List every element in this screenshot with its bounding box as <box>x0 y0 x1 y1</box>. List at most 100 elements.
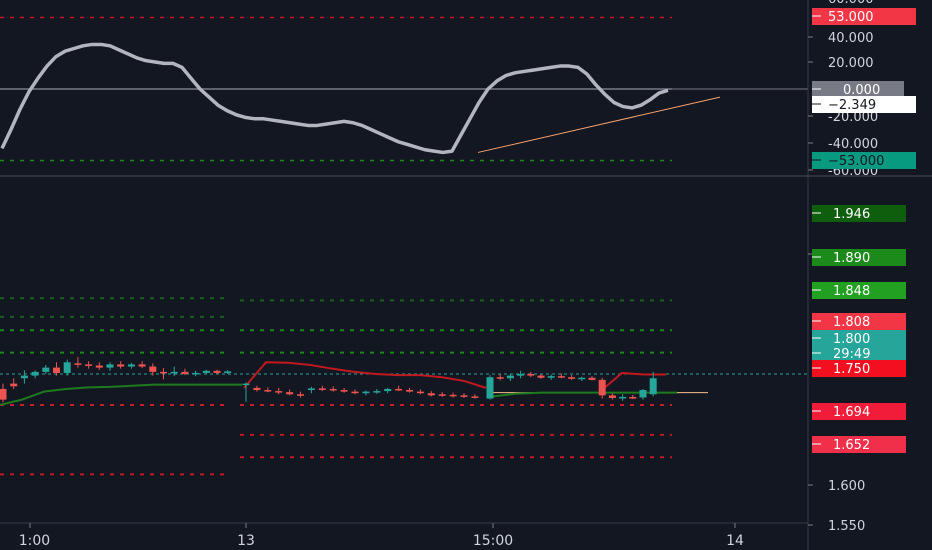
candle-body <box>0 388 7 400</box>
candle-body <box>496 377 504 379</box>
oscillator-axis-label: 60.000 <box>828 0 874 7</box>
candle-body <box>213 370 221 373</box>
price-badge-label: 1.808 <box>833 315 870 330</box>
candle-body <box>608 395 616 399</box>
candle-body <box>329 388 337 391</box>
candle-body <box>138 364 146 367</box>
price-badge-label: 29:49 <box>833 347 870 362</box>
time-axis-label: 13 <box>237 533 255 549</box>
price-badge[interactable] <box>812 96 916 113</box>
candle-body <box>547 376 555 378</box>
price-badge-label: −2.349 <box>828 98 876 113</box>
candle-body <box>149 366 157 372</box>
candle-body <box>578 377 586 380</box>
price-badge[interactable] <box>812 360 906 377</box>
oscillator-axis-label: -20.000 <box>828 110 878 125</box>
oscillator-series-line <box>0 42 669 155</box>
candle-body <box>598 379 606 396</box>
oscillator-axis-label: -40.000 <box>828 137 878 152</box>
green-line-segment <box>0 383 242 406</box>
candle-body <box>427 393 435 396</box>
candle-body <box>297 394 304 396</box>
price-badge[interactable] <box>812 8 916 25</box>
candle-body <box>202 370 210 373</box>
candle-body <box>63 362 71 373</box>
price-axis-label: 1.550 <box>828 519 865 534</box>
price-badge-label: 1.750 <box>833 362 870 377</box>
price-badge-label: −53.000 <box>828 154 884 169</box>
price-badge[interactable] <box>812 313 906 330</box>
candle-body <box>588 377 596 380</box>
price-badge-label: 1.946 <box>833 207 870 222</box>
candle-body <box>170 371 178 374</box>
candle-body <box>117 364 125 367</box>
candle-body <box>537 375 545 378</box>
candle-body <box>649 378 657 395</box>
candle-body <box>373 391 381 393</box>
red-line-segment <box>599 371 666 393</box>
candle-body <box>506 375 514 379</box>
price-badge-label: 1.848 <box>833 284 870 299</box>
price-badge[interactable] <box>812 205 906 222</box>
price-badge-label: 0.000 <box>843 83 880 98</box>
candle-body <box>127 364 135 367</box>
candle-body <box>224 371 232 373</box>
price-badge[interactable] <box>812 436 906 453</box>
candle-body <box>362 391 370 394</box>
oscillator-pane[interactable] <box>0 16 808 162</box>
candle-body <box>384 388 392 392</box>
price-badge-label: 1.890 <box>833 251 870 266</box>
price-badge[interactable] <box>812 152 916 169</box>
time-axis-cover <box>0 528 20 550</box>
candle-body <box>351 391 359 394</box>
time-axis-label: 14 <box>726 533 744 549</box>
candle-body <box>42 367 50 372</box>
candle-body <box>517 374 525 376</box>
price-badge-label: 1.694 <box>833 405 870 420</box>
price-badge-label: 1.652 <box>833 438 870 453</box>
candle-body <box>619 396 627 399</box>
candle-body <box>74 363 82 365</box>
oscillator-trendline[interactable] <box>477 96 721 153</box>
candle-body <box>438 394 446 396</box>
candle-body <box>639 390 647 398</box>
candle-body <box>307 388 315 391</box>
candle-body <box>20 375 28 379</box>
candle-body <box>416 391 424 394</box>
candle-body <box>106 364 114 368</box>
price-badge-label: 53.000 <box>828 10 874 25</box>
candle-body <box>275 391 283 393</box>
price-badge[interactable] <box>812 403 906 420</box>
candle-body <box>242 383 250 386</box>
candle-body <box>406 390 413 392</box>
candle-body <box>181 371 189 375</box>
price-badge[interactable] <box>812 81 904 98</box>
candle-body <box>568 377 576 379</box>
candle-body <box>460 395 468 397</box>
oscillator-axis-label: 20.000 <box>828 56 874 71</box>
time-axis[interactable]: 21:00 13 15:00 14 <box>0 523 744 550</box>
price-pane[interactable] <box>0 297 808 476</box>
candle-body <box>557 376 565 378</box>
price-badge[interactable] <box>812 249 906 266</box>
price-badge[interactable] <box>812 345 906 362</box>
candle-body <box>340 390 348 392</box>
time-axis-label: 15:00 <box>473 533 513 549</box>
price-badge[interactable] <box>812 330 906 347</box>
candle-body <box>449 394 457 397</box>
candle-body <box>527 374 535 376</box>
red-line-segment <box>243 361 487 389</box>
candle-body <box>192 372 200 375</box>
price-badge[interactable] <box>812 282 906 299</box>
candle-body <box>471 396 479 398</box>
price-axis[interactable]: 60.00040.00020.000-20.000-40.000-60.0001… <box>808 0 916 534</box>
candle-body <box>253 387 261 391</box>
candle-body <box>286 392 294 395</box>
candle-body <box>85 364 93 366</box>
candle-body <box>10 383 18 387</box>
candle-body <box>395 388 403 391</box>
price-badge-label: 1.800 <box>833 332 870 347</box>
candle-body <box>53 367 60 373</box>
